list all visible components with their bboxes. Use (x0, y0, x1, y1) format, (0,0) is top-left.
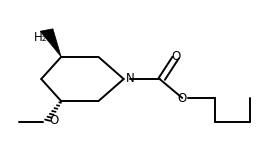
Text: O: O (171, 50, 180, 63)
Polygon shape (40, 29, 61, 57)
Text: N: N (126, 73, 135, 85)
Text: O: O (49, 114, 59, 127)
Text: O: O (178, 92, 187, 105)
Text: H₂N: H₂N (34, 31, 56, 44)
